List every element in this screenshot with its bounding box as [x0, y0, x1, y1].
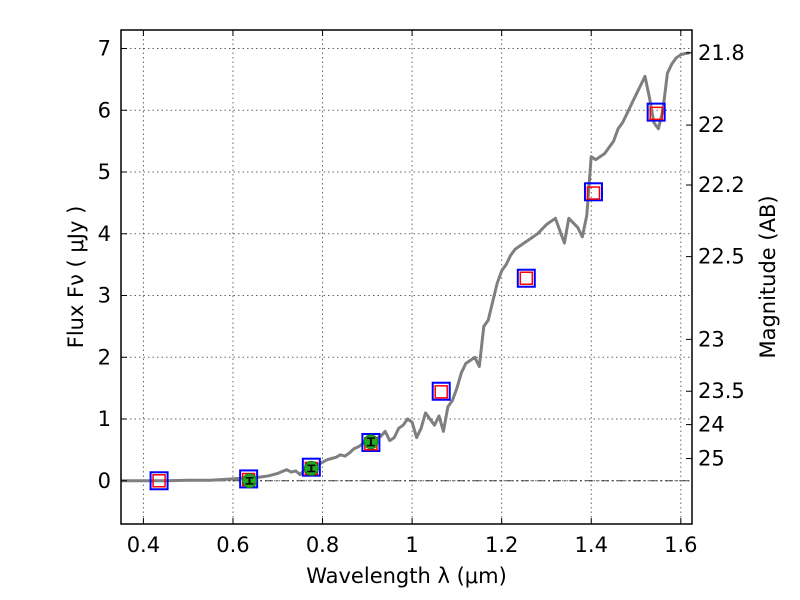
photometry-square-marker	[434, 385, 448, 399]
y-tick-label: 4	[98, 222, 111, 246]
y-tick-label: 5	[98, 160, 111, 184]
y-tick-label: 1	[98, 407, 111, 431]
photometry-square-marker	[646, 102, 666, 122]
mag-tick-label: 21.8	[698, 41, 745, 65]
photometry-square-marker	[152, 474, 166, 488]
y-axis-right-label: Magnitude (AB)	[756, 195, 780, 358]
y-tick-label: 2	[98, 345, 111, 369]
y-tick-label: 3	[98, 284, 111, 308]
x-tick-label: 0.6	[216, 533, 249, 557]
mag-tick-label: 22.2	[698, 173, 745, 197]
x-tick-label: 0.8	[306, 533, 339, 557]
x-tick-label: 0.4	[127, 533, 160, 557]
x-tick-label: 1	[405, 533, 418, 557]
mag-tick-label: 25	[698, 447, 725, 471]
photometry-square-marker	[583, 182, 603, 202]
photometry-square-marker	[361, 432, 381, 452]
mag-tick-label: 23.5	[698, 379, 745, 403]
x-tick-label: 1.4	[575, 533, 608, 557]
photometry-square-marker	[519, 271, 534, 285]
grid-lines	[121, 30, 692, 524]
plot-frame	[120, 29, 693, 525]
x-axis-label: Wavelength λ (μm)	[306, 564, 507, 588]
photometry-square-marker	[649, 106, 663, 121]
mag-tick-label: 24	[698, 413, 725, 437]
x-tick-label: 1.2	[485, 533, 518, 557]
photometry-square-marker	[516, 268, 536, 288]
photometry-square-marker	[586, 186, 601, 200]
mag-tick-label: 22.5	[698, 245, 745, 269]
mag-tick-label: 22	[698, 113, 725, 137]
y-tick-label: 7	[98, 37, 111, 61]
mag-tick-label: 23	[698, 327, 725, 351]
data-series	[121, 51, 691, 491]
y-tick-label: 6	[98, 98, 111, 122]
photometry-square-marker	[431, 381, 451, 401]
x-tick-label: 1.6	[664, 533, 697, 557]
y-tick-label: 0	[98, 469, 111, 493]
photometry-square-marker	[149, 471, 169, 491]
model-sed-line	[121, 51, 691, 483]
y-axis-label: Flux Fν ( μJy )	[64, 206, 88, 349]
